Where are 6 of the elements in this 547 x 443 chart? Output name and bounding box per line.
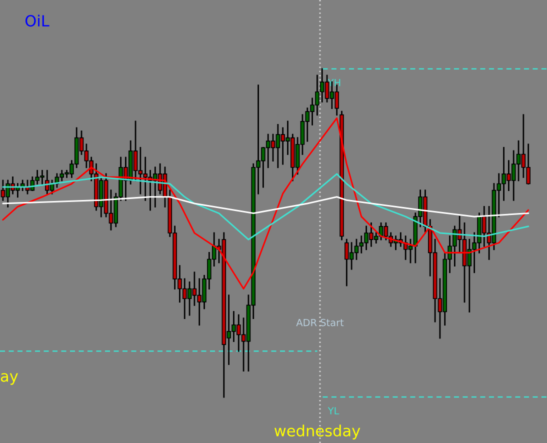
ref-line-label: YL — [328, 407, 340, 414]
chart-title: OiL — [25, 14, 50, 27]
ref-line-label: YH — [328, 79, 340, 86]
annotation: ADR Start — [296, 318, 344, 326]
annotation: ay — [0, 373, 18, 385]
text: wednesday — [274, 424, 360, 440]
